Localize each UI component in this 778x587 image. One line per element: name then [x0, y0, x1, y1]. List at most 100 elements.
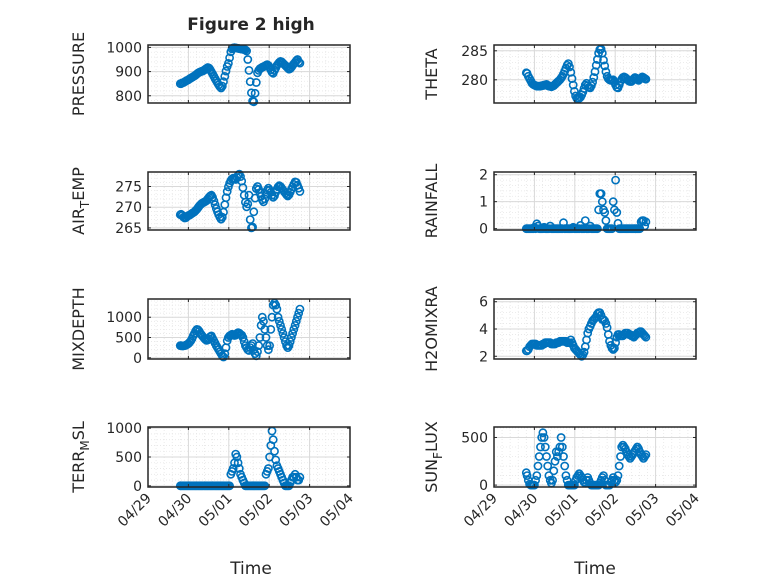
panel-pressure: 800 900 1000 PRESSURE — [69, 32, 351, 116]
data-point — [273, 312, 283, 322]
data-point — [553, 452, 562, 461]
data-point — [550, 456, 560, 466]
data-point — [543, 461, 553, 471]
data-point — [601, 216, 611, 225]
data-point — [601, 319, 611, 328]
y-axis-label: TERRMSL — [69, 421, 92, 494]
data-point — [251, 78, 261, 87]
data-point — [288, 329, 297, 338]
data-point — [246, 88, 256, 98]
y-axis-label: SUNFLUX — [422, 421, 445, 493]
x-tick-label: 04/29 — [115, 491, 155, 531]
data-point — [268, 192, 278, 202]
data-point — [217, 81, 227, 91]
figure-title: Figure 2 high — [187, 15, 315, 35]
data-point — [253, 347, 262, 357]
data-point — [593, 224, 602, 234]
panel-rainfall: 0 1 2 RAINFALL — [422, 164, 697, 239]
data-point — [641, 332, 651, 342]
data-point — [542, 452, 551, 461]
y-tick-label: 500 — [115, 450, 142, 466]
data-point — [570, 480, 579, 490]
plot-area — [494, 172, 696, 230]
y-axis-label: PRESSURE — [69, 32, 88, 116]
data-point — [613, 471, 623, 480]
data-point — [565, 62, 574, 72]
axes-box — [493, 171, 697, 231]
data-point — [599, 55, 608, 65]
data-point — [271, 455, 281, 465]
panel-mixdepth: 0 500 1000 MIXDEPTH — [69, 287, 351, 371]
axes-box — [147, 298, 351, 360]
data-point — [600, 61, 610, 71]
data-point — [254, 341, 264, 350]
data-point — [234, 464, 244, 473]
data-point — [561, 471, 571, 480]
data-point — [295, 472, 305, 482]
y-axis-label: MIXDEPTH — [69, 287, 88, 370]
data-point — [536, 442, 545, 452]
data-point — [589, 73, 599, 82]
y-axis-label: AIRTEMP — [69, 167, 92, 235]
panel-theta: 280 285 THETA — [422, 44, 697, 104]
data-point — [219, 77, 228, 87]
data-point — [291, 316, 301, 326]
data-point — [276, 320, 285, 330]
data-point — [540, 442, 550, 452]
data-point — [641, 450, 651, 459]
x-tick-label: 04/30 — [501, 491, 541, 531]
y-tick-label: 4 — [479, 322, 488, 338]
data-point — [266, 324, 276, 334]
x-tick-label: 05/01 — [196, 491, 236, 531]
data-point — [265, 341, 274, 350]
data-point — [611, 338, 620, 347]
data-point — [260, 194, 270, 204]
data-point — [597, 197, 607, 207]
x-axis-label-left: Time — [229, 559, 272, 579]
data-point — [610, 343, 619, 353]
y-tick-label: 1000 — [106, 40, 142, 56]
data-point — [596, 189, 606, 198]
data-point — [557, 442, 567, 452]
data-point — [236, 172, 245, 181]
data-point — [591, 60, 601, 70]
data-point — [260, 324, 270, 334]
y-tick-label: 0 — [133, 479, 142, 495]
data-point — [538, 428, 548, 438]
data-point — [244, 66, 254, 75]
axes-box — [147, 171, 351, 231]
data-point — [295, 304, 305, 314]
x-tick-label: 04/30 — [155, 491, 195, 531]
axes-box — [147, 44, 351, 104]
y-tick-label: 1000 — [106, 421, 142, 437]
panel-airtemp: 265 270 275 AIRTEMP — [69, 167, 351, 237]
data-point — [532, 471, 542, 480]
data-point — [243, 199, 253, 209]
data-point — [228, 464, 238, 473]
data-point — [257, 312, 267, 322]
data-point — [242, 46, 251, 56]
data-point — [250, 88, 260, 98]
data-point — [274, 316, 284, 326]
data-point — [284, 341, 294, 350]
data-point — [600, 208, 610, 217]
x-axis-label-right: Time — [573, 559, 616, 579]
data-point — [232, 452, 242, 462]
data-point — [243, 55, 253, 64]
x-tick-label: 05/03 — [277, 491, 317, 531]
axes-box — [493, 426, 697, 488]
data-point — [270, 446, 279, 456]
data-point — [259, 316, 268, 326]
data-point — [249, 207, 259, 217]
y-axis-label: RAINFALL — [422, 164, 441, 239]
data-point — [641, 217, 651, 227]
data-point — [295, 58, 305, 68]
data-point — [263, 345, 273, 355]
y-tick-label: 265 — [115, 221, 142, 237]
data-point — [278, 329, 288, 338]
y-axis-label: H2OMIXRA — [422, 286, 441, 372]
data-point — [579, 347, 589, 357]
data-point — [267, 312, 277, 322]
data-point — [539, 433, 549, 442]
